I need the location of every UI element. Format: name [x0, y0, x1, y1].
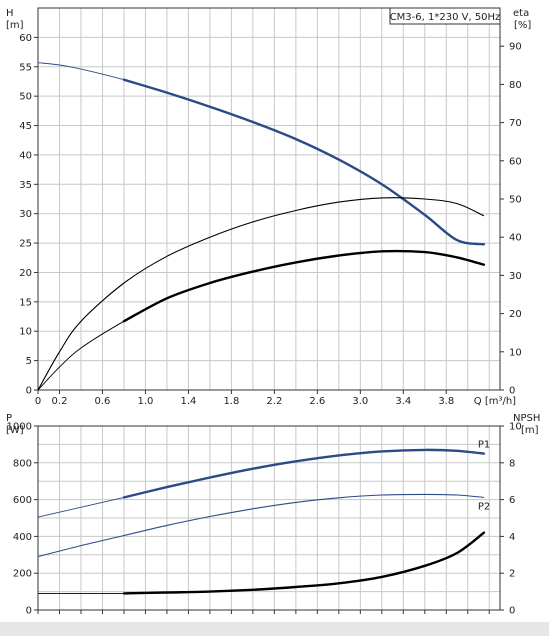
chart2-right-axis-name: NPSH [513, 413, 540, 424]
chart1-right-tick-label: 60 [509, 156, 522, 167]
chart1-x-tick-label: 1.8 [223, 396, 239, 407]
chart1-left-tick-label: 25 [19, 239, 32, 250]
chart1-left-tick-label: 40 [19, 150, 32, 161]
chart1-right-tick-label: 30 [509, 271, 522, 282]
chart1-right-tick-label: 40 [509, 233, 522, 244]
chart1-x-tick-label: 1.4 [180, 396, 196, 407]
chart1-series-3-thin [37, 250, 485, 391]
chart1-x-tick-label: 0.6 [95, 396, 111, 407]
chart1-x-axis-label: Q [m³/h] [474, 396, 516, 407]
chart2-plot-frame [37, 425, 501, 611]
chart1-right-axis-unit: [%] [514, 20, 531, 31]
chart2-left-tick-label: 0 [26, 606, 32, 617]
chart2-left-tick-label: 200 [13, 569, 32, 580]
chart2-series-1-thick [122, 448, 486, 499]
chart1-series-2-line [37, 197, 485, 391]
chart2-left-tick-label: 1000 [7, 422, 32, 433]
chart1-series-3-thick [122, 249, 486, 323]
chart1-series-1-thick [122, 78, 486, 246]
chart2-right-tick-label: 2 [509, 569, 515, 580]
chart2-series-label-p1: P1 [478, 440, 490, 451]
chart1-left-tick-label: 10 [19, 327, 32, 338]
chart2-left-axis-name: P [6, 413, 12, 424]
chart1-right-tick-label: 70 [509, 118, 522, 129]
chart1-left-tick-label: 5 [26, 356, 32, 367]
chart2-left-tick-label: 400 [13, 532, 32, 543]
chart1-right-tick-label: 80 [509, 80, 522, 91]
chart2-series-label-p2: P2 [478, 501, 490, 512]
chart2-left-axis-unit: [W] [6, 425, 24, 436]
chart1-right-tick-label: 90 [509, 42, 522, 53]
chart1-x-tick-label: 2.2 [266, 396, 282, 407]
chart1-left-tick-label: 15 [19, 297, 32, 308]
bottom-scroll-strip[interactable] [0, 622, 549, 636]
chart1-title: CM3-6, 1*230 V, 50Hz [390, 12, 501, 23]
chart1-right-tick-label: 50 [509, 195, 522, 206]
chart1-left-axis-unit: [m] [6, 20, 24, 31]
chart1-series-1-thin [37, 62, 484, 245]
chart2-left-tick-label: 800 [13, 458, 32, 469]
chart1-left-tick-label: 50 [19, 92, 32, 103]
chart1-x-tick-label: 3.8 [438, 396, 454, 407]
chart2-left-tick-label: 600 [13, 495, 32, 506]
chart1-right-tick-label: 10 [509, 347, 522, 358]
chart2-series-3-thin [37, 532, 485, 594]
chart1-right-tick-label: 20 [509, 309, 522, 320]
chart1-x-tick-label: 2.6 [309, 396, 325, 407]
chart2-series-2-line [37, 493, 484, 558]
chart1-x-tick-label: 0.2 [52, 396, 68, 407]
chart2-series-3-thick [122, 531, 486, 595]
chart1-left-tick-label: 45 [19, 121, 32, 132]
chart1-left-tick-label: 0 [26, 386, 32, 397]
chart1-x-tick-label: 0 [35, 396, 41, 407]
chart1-left-tick-label: 30 [19, 209, 32, 220]
chart2-right-tick-label: 8 [509, 458, 515, 469]
chart1-left-tick-label: 60 [19, 33, 32, 44]
chart1-left-tick-label: 55 [19, 62, 32, 73]
chart2-right-tick-label: 6 [509, 495, 515, 506]
chart1-left-tick-label: 20 [19, 268, 32, 279]
chart1-title-box [389, 7, 501, 25]
chart1-x-tick-label: 1.0 [137, 396, 153, 407]
chart2-right-tick-label: 4 [509, 532, 515, 543]
chart2-right-tick-label: 10 [509, 422, 522, 433]
chart2-right-axis-unit: [m] [521, 425, 539, 436]
chart2-right-tick-label: 0 [509, 606, 515, 617]
chart1-x-tick-label: 3.0 [352, 396, 368, 407]
chart1-right-tick-label: 0 [509, 386, 515, 397]
chart1-left-tick-label: 35 [19, 180, 32, 191]
chart1-x-tick-label: 3.4 [395, 396, 411, 407]
chart1-right-axis-name: eta [513, 8, 529, 19]
chart1-left-axis-name: H [6, 8, 14, 19]
